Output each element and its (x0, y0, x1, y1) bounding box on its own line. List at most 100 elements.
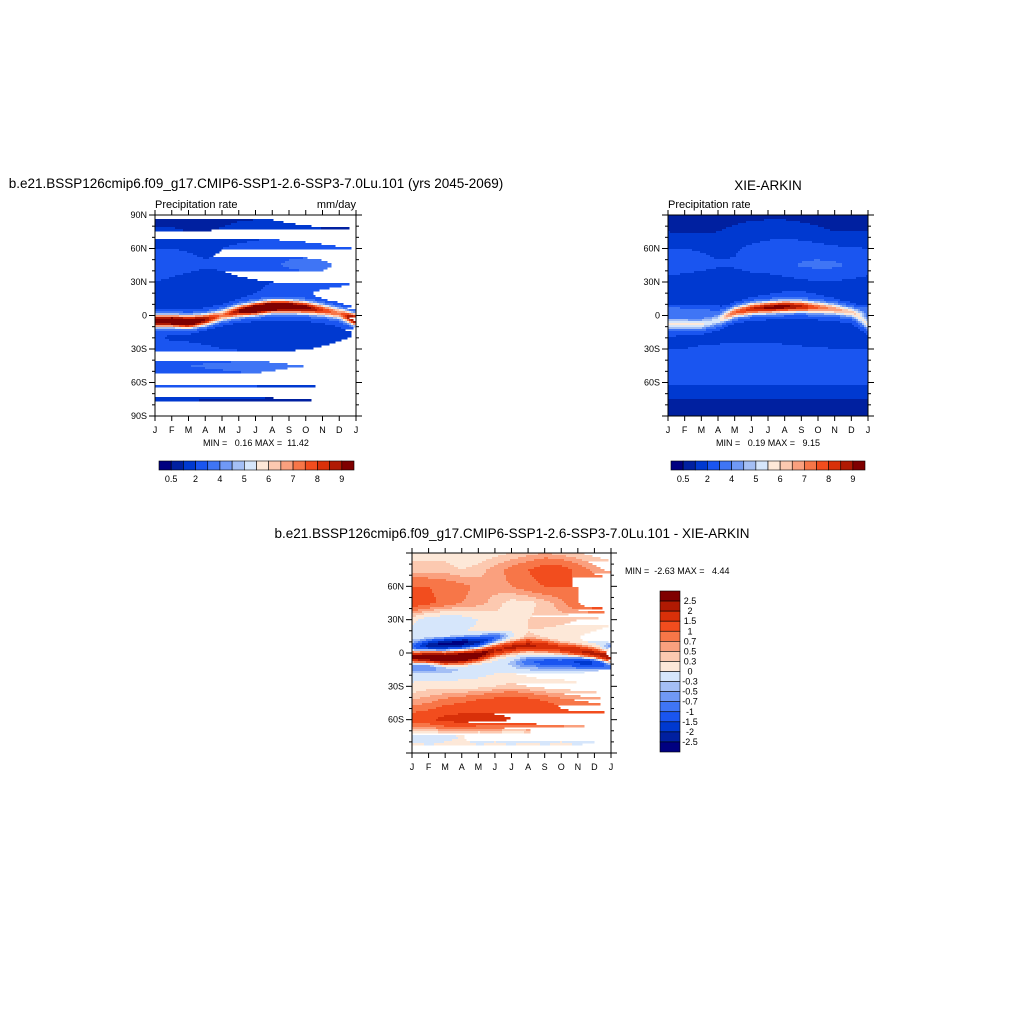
colorbar-label: 8 (315, 474, 320, 484)
contour-cell (311, 307, 316, 310)
contour-cell (534, 559, 565, 562)
contour-cell (668, 349, 869, 352)
contour-cell (331, 311, 338, 314)
contour-cell (580, 647, 589, 650)
contour-cell (221, 309, 224, 312)
contour-cell (866, 329, 869, 332)
contour-cell (317, 315, 326, 318)
contour-cell (472, 617, 531, 620)
contour-cell (412, 691, 417, 694)
contour-cell (237, 221, 284, 224)
contour-cell (668, 327, 703, 330)
contour-cell (754, 299, 771, 302)
contour-cell (818, 307, 829, 310)
contour-cell (512, 645, 537, 648)
contour-cell (412, 637, 425, 640)
x-tick-label: J (354, 425, 359, 435)
contour-cell (155, 227, 176, 230)
contour-cell (584, 655, 589, 658)
contour-cell (490, 655, 495, 658)
contour-cell (516, 743, 541, 746)
contour-cell (231, 311, 234, 314)
contour-cell (169, 277, 248, 280)
contour-cell (808, 305, 815, 308)
contour-cell (303, 257, 308, 260)
contour-cell (726, 311, 729, 314)
contour-cell (720, 309, 727, 312)
contour-cell (840, 317, 853, 320)
contour-cell (836, 305, 841, 308)
y-tick-label: 60S (644, 378, 660, 388)
contour-cell (207, 329, 346, 332)
contour-cell (412, 627, 471, 630)
contour-cell (548, 643, 559, 646)
contour-cell (229, 301, 240, 304)
contour-cell (155, 345, 212, 348)
contour-cell (482, 647, 485, 650)
contour-cell (580, 663, 593, 666)
contour-cell (840, 321, 857, 324)
contour-cell (412, 731, 439, 734)
contour-cell (426, 639, 433, 642)
contour-cell (223, 303, 234, 306)
contour-cell (263, 287, 330, 290)
contour-cell (412, 697, 421, 700)
contour-cell (724, 319, 729, 322)
y-tick-label: 60N (643, 244, 660, 254)
contour-cell (824, 295, 869, 298)
contour-cell (414, 641, 419, 644)
y-tick-label: 30N (643, 277, 660, 287)
contour-cell (858, 319, 863, 322)
contour-cell (239, 305, 242, 308)
contour-cell (578, 563, 593, 566)
contour-cell (602, 647, 607, 650)
contour-cell (446, 579, 507, 582)
contour-cell (668, 247, 743, 250)
contour-cell (470, 647, 475, 650)
contour-cell (327, 317, 334, 320)
contour-cell (668, 239, 771, 242)
contour-cell (237, 349, 296, 352)
contour-cell (484, 641, 489, 644)
contour-cell (155, 281, 274, 284)
contour-cell (736, 309, 741, 312)
contour-cell (353, 311, 356, 314)
contour-cell (564, 725, 585, 728)
contour-cell (231, 307, 234, 310)
contour-cell (764, 303, 771, 306)
contour-cell (520, 637, 525, 640)
contour-cell (333, 317, 338, 320)
contour-cell (606, 643, 611, 646)
contour-cell (335, 309, 340, 312)
contour-cell (233, 323, 326, 326)
colorbar-label: -2 (686, 727, 694, 737)
contour-cell (542, 639, 551, 642)
contour-cell (516, 663, 525, 666)
contour-cell (155, 273, 184, 276)
contour-cell (554, 603, 567, 606)
contour-cell (444, 605, 477, 608)
contour-cell (424, 743, 435, 746)
x-tick-label: J (749, 425, 754, 435)
contour-cell (502, 603, 537, 606)
contour-cell (838, 301, 851, 304)
contour-field (412, 553, 611, 746)
contour-cell (412, 565, 455, 568)
contour-cell (534, 611, 563, 614)
contour-cell (500, 643, 505, 646)
contour-cell (528, 697, 561, 700)
contour-cell (412, 705, 443, 708)
colorbar: 0.5 2 4 5 6 7 8 9 (158, 460, 355, 484)
colorbar-label: 1 (687, 626, 692, 636)
contour-cell (668, 325, 705, 328)
contour-cell (864, 317, 867, 320)
contour-cell (422, 703, 455, 706)
contour-cell (167, 335, 352, 338)
contour-cell (718, 315, 721, 318)
y-tick-label: 30S (644, 344, 660, 354)
contour-cell (528, 621, 571, 624)
contour-cell (592, 663, 605, 666)
contour-cell (858, 309, 861, 312)
contour-cell (265, 397, 274, 400)
